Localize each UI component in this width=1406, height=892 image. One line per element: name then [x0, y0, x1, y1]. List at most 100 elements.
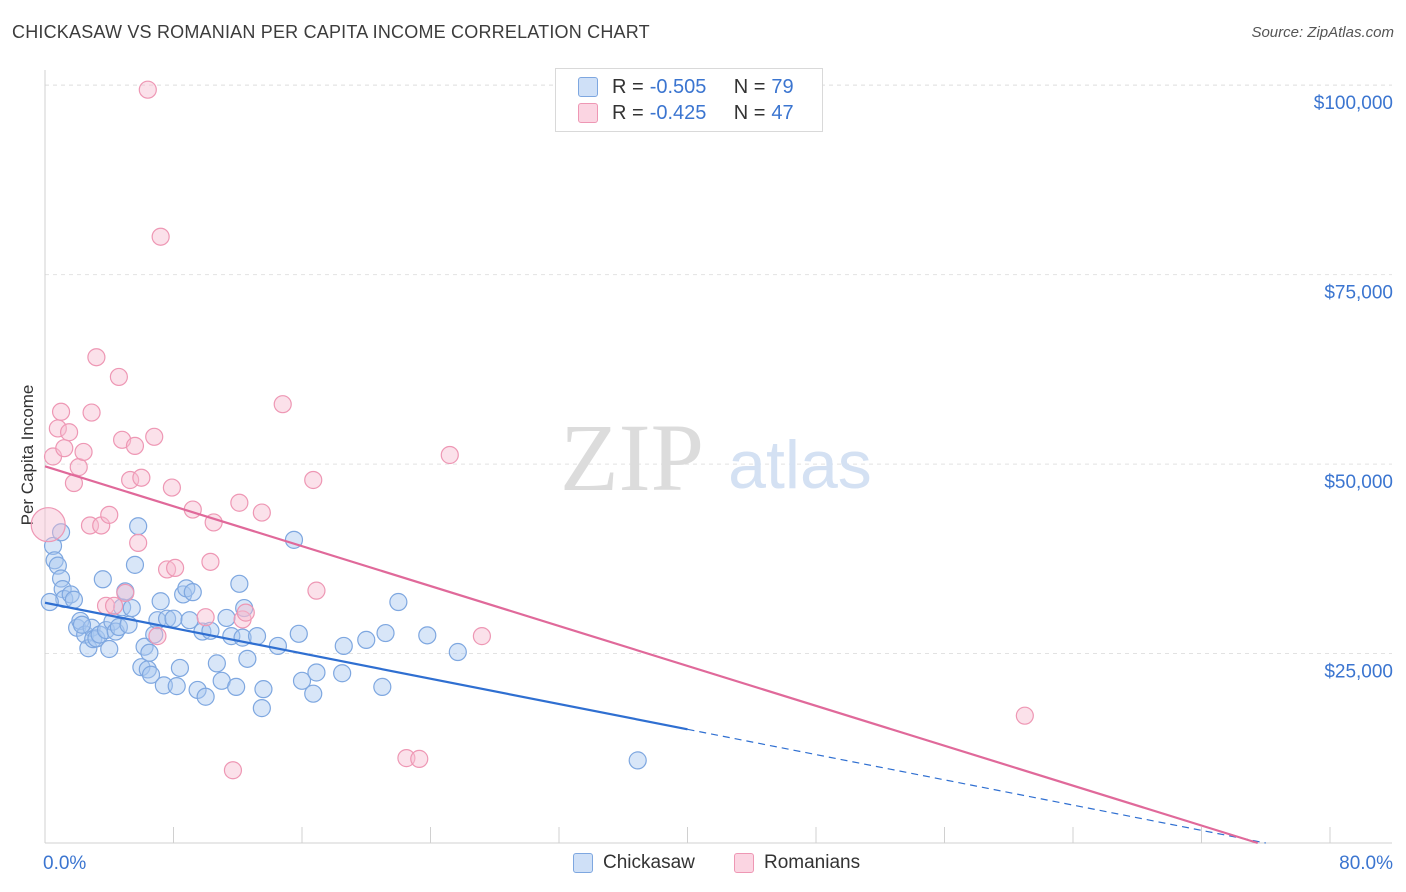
watermark: ZIP atlas — [560, 404, 872, 511]
chickasaw-swatch — [578, 77, 598, 97]
chickasaw-legend-label: Chickasaw — [603, 852, 695, 873]
romanians-point — [30, 507, 66, 543]
romanians-point — [252, 503, 271, 522]
chickasaw-point — [167, 677, 186, 696]
romanians-point — [74, 442, 93, 462]
romanians-point — [125, 436, 145, 455]
romanians-point — [162, 478, 181, 497]
chickasaw-point — [129, 517, 148, 536]
romanians-trend-line — [44, 465, 1259, 845]
chickasaw-point — [247, 627, 267, 646]
chickasaw-point — [64, 590, 84, 609]
romanians-point — [472, 627, 491, 646]
chickasaw-point — [135, 637, 154, 656]
chickasaw-point — [217, 608, 236, 628]
chickasaw-point — [207, 654, 226, 673]
chickasaw-point — [252, 699, 271, 718]
chickasaw-point — [373, 677, 392, 696]
romanians-point — [273, 395, 292, 414]
romanians-point — [196, 608, 215, 627]
y-tick-label: $100,000 — [1314, 93, 1393, 114]
romanians-point — [304, 470, 323, 490]
chickasaw-point — [196, 687, 215, 706]
chickasaw-point — [154, 676, 173, 695]
chickasaw-point — [292, 671, 312, 690]
trend-lines — [44, 465, 1266, 845]
romanians-point — [116, 583, 135, 603]
chickasaw-point — [357, 630, 376, 649]
chickasaw-point — [140, 643, 159, 662]
romanians-legend-label: Romanians — [764, 852, 861, 873]
y-tick-label: $25,000 — [1324, 662, 1393, 683]
romanians-point — [230, 493, 249, 512]
chickasaw-point — [238, 649, 257, 668]
romanians-point — [410, 749, 429, 768]
chickasaw-point — [122, 598, 141, 618]
chickasaw-point — [418, 626, 437, 645]
stats-legend: R = -0.505 N = 79 R = -0.425 N = 47 — [555, 68, 823, 132]
chickasaw-point — [93, 570, 112, 589]
romanians-point — [138, 80, 157, 99]
chickasaw-point — [230, 574, 249, 593]
chickasaw-trend-extension — [687, 728, 1266, 844]
axes — [44, 70, 1392, 844]
romanians-point — [440, 445, 459, 465]
romanians-point — [132, 468, 151, 487]
chickasaw-point — [389, 592, 408, 612]
chickasaw-point — [72, 615, 92, 634]
romanians-point — [236, 603, 255, 622]
chickasaw-point — [170, 658, 190, 678]
chickasaw-point — [183, 583, 202, 602]
chickasaw-point — [334, 636, 353, 656]
romanians-point — [82, 403, 101, 422]
x-tick-label-max: 80.0% — [1339, 853, 1393, 874]
chickasaw-point — [448, 642, 467, 662]
chickasaw-point — [151, 592, 170, 611]
romanians-point — [145, 427, 164, 446]
romanians-point — [129, 533, 148, 552]
romanians-point — [104, 596, 124, 615]
chickasaw-point — [333, 664, 352, 683]
chickasaw-legend-swatch — [573, 853, 593, 873]
chickasaw-point — [254, 680, 273, 699]
chickasaw-point — [125, 555, 145, 574]
chickasaw-point — [307, 663, 326, 682]
romanians-swatch — [578, 103, 598, 123]
romanians-point — [121, 470, 140, 490]
r-label: R = — [612, 101, 644, 124]
n-label: N = — [733, 75, 766, 98]
romanians-point — [166, 558, 185, 578]
chickasaw-point — [227, 677, 246, 696]
chickasaw-point — [45, 551, 64, 570]
x-tick-label-min: 0.0% — [43, 853, 86, 874]
romanians-point — [59, 423, 79, 442]
romanians-point — [109, 367, 128, 387]
n-value: 47 — [771, 101, 794, 124]
grid — [45, 84, 1392, 655]
chickasaw-trend-line — [44, 601, 688, 731]
romanians-point — [148, 627, 167, 646]
chickasaw-point — [164, 609, 183, 628]
bottom-legend-chickasaw: Chickasaw — [573, 852, 695, 874]
romanians-point — [201, 552, 220, 571]
r-value: -0.425 — [649, 101, 707, 124]
romanians-point — [397, 749, 416, 768]
legend-row-romanians: R = -0.425 N = 47 — [578, 101, 794, 125]
watermark-atlas: atlas — [728, 427, 872, 503]
romanians-point — [307, 581, 326, 600]
romanians-point — [100, 505, 119, 524]
chart-title: CHICKASAW VS ROMANIAN PER CAPITA INCOME … — [12, 22, 650, 42]
tick-labels: $25,000 $50,000 $75,000 $100,000 0.0% 80.0% — [43, 93, 1393, 874]
romanians-point — [69, 458, 88, 477]
romanians-point — [55, 439, 74, 458]
chickasaw-point — [141, 665, 161, 684]
romanians-point — [151, 227, 170, 246]
chickasaw-point — [628, 751, 647, 770]
chickasaw-point — [40, 592, 59, 612]
y-tick-label: $75,000 — [1324, 283, 1393, 304]
chickasaw-point — [289, 624, 308, 643]
chickasaw-point — [304, 684, 323, 703]
chickasaw-point — [61, 585, 80, 604]
watermark-zip: ZIP — [560, 404, 704, 511]
